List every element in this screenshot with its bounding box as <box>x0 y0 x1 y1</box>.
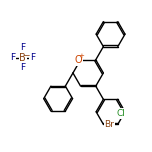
Text: F: F <box>30 53 35 62</box>
Text: F: F <box>20 63 25 72</box>
Text: −: − <box>22 50 30 59</box>
Text: +: + <box>78 54 84 59</box>
Text: O: O <box>74 55 82 65</box>
Text: F: F <box>10 53 16 62</box>
Text: Cl: Cl <box>117 109 126 118</box>
Text: B: B <box>19 53 26 63</box>
Text: F: F <box>20 43 25 52</box>
Text: Br: Br <box>105 120 114 129</box>
